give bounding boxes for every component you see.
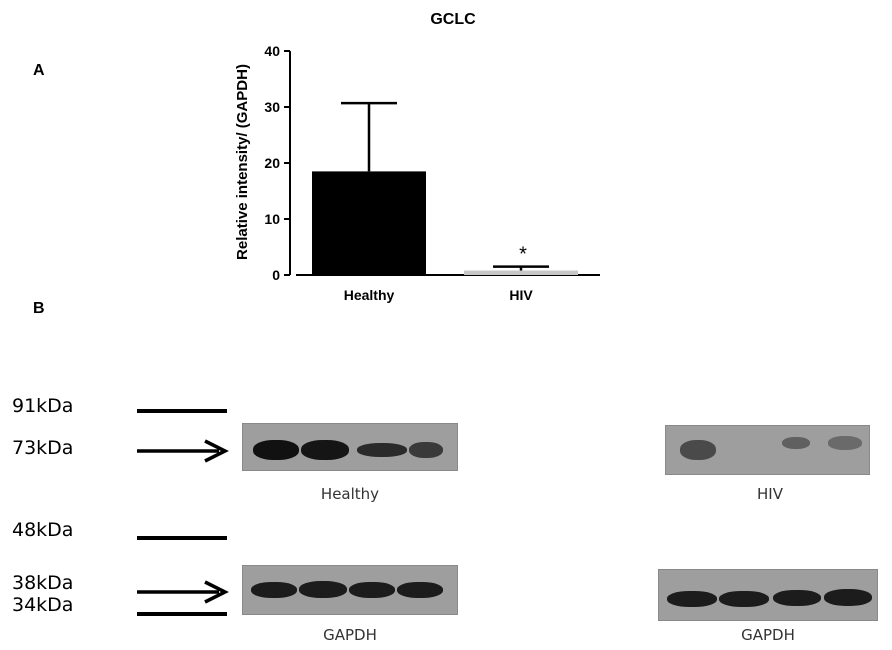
bar-healthy: [312, 171, 426, 275]
band: [409, 442, 443, 458]
caption-gapdh-healthy: GAPDH: [323, 626, 377, 644]
blot-hiv-gapdh: [658, 569, 878, 621]
band: [251, 582, 297, 598]
x-tick-label: HIV: [509, 287, 533, 303]
blot-healthy-gclc: [242, 423, 458, 471]
blot-healthy-gapdh: [242, 565, 458, 615]
band: [667, 591, 717, 607]
band: [824, 589, 872, 606]
caption-hiv: HIV: [757, 485, 783, 503]
arrow-38kda-icon: [137, 580, 229, 604]
marker-line-48kda: [137, 536, 227, 540]
panel-label-b: B: [33, 300, 45, 317]
arrow-73kda-icon: [137, 439, 229, 463]
y-tick-label: 40: [264, 43, 280, 59]
band: [397, 582, 443, 598]
caption-gapdh-hiv: GAPDH: [741, 626, 795, 644]
band: [299, 581, 347, 598]
y-tick-label: 0: [272, 267, 280, 283]
band: [680, 440, 716, 460]
caption-healthy: Healthy: [320, 485, 380, 503]
chart-title: GCLC: [430, 11, 476, 28]
blot-hiv-gclc: [665, 425, 870, 475]
y-tick-label: 10: [264, 211, 280, 227]
y-tick-label: 20: [264, 155, 280, 171]
marker-label-48kda: 48kDa: [12, 519, 74, 541]
band: [782, 437, 810, 449]
bar-chart: GCLC Relative intensity/ (GAPDH) 0 10 20 30…: [234, 11, 600, 303]
y-tick-label: 30: [264, 99, 280, 115]
band: [828, 436, 862, 450]
marker-line-34kda: [137, 612, 227, 616]
significance-marker: *: [519, 244, 527, 266]
marker-label-38kda: 38kDa: [12, 572, 74, 594]
band: [357, 443, 407, 457]
y-axis-label: Relative intensity/ (GAPDH): [234, 64, 251, 260]
bar-hiv: [464, 270, 578, 275]
band: [773, 590, 821, 606]
marker-label-91kda: 91kDa: [12, 395, 74, 417]
panel-label-a: A: [33, 62, 45, 79]
marker-label-73kda: 73kDa: [12, 437, 74, 459]
band: [349, 582, 395, 598]
band: [719, 591, 769, 607]
band: [301, 440, 349, 460]
x-tick-label: Healthy: [344, 287, 395, 303]
marker-line-91kda: [137, 409, 227, 413]
band: [253, 440, 299, 460]
marker-label-34kda: 34kDa: [12, 594, 74, 616]
